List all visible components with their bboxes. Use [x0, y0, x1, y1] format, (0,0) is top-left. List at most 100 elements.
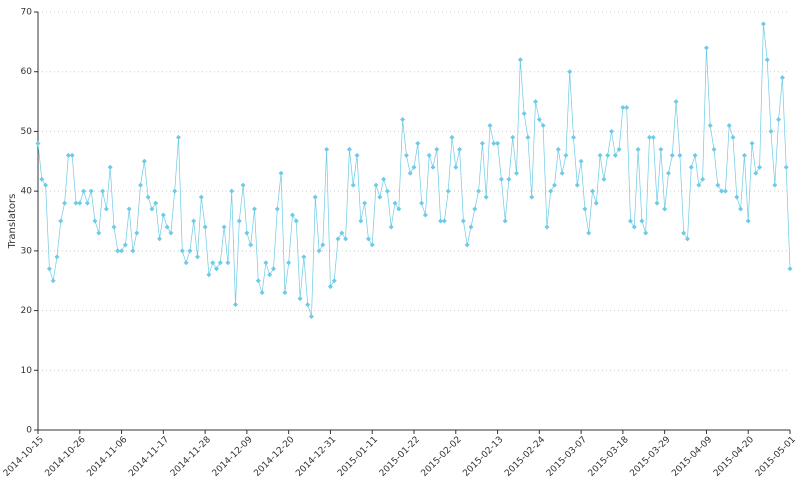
data-point	[381, 176, 387, 182]
data-point	[335, 236, 341, 242]
y-tick-label: 70	[21, 8, 33, 18]
data-point	[153, 200, 159, 206]
data-point	[411, 164, 417, 170]
data-point	[749, 140, 755, 146]
data-point	[696, 182, 702, 188]
data-point	[578, 158, 584, 164]
data-point	[217, 260, 223, 266]
data-point	[548, 188, 554, 194]
data-point	[293, 218, 299, 224]
data-point	[270, 266, 276, 272]
x-tick-label: 2015-04-09	[670, 435, 714, 479]
data-point	[627, 218, 633, 224]
data-point	[764, 57, 770, 63]
data-point	[172, 188, 178, 194]
y-tick-label: 50	[21, 127, 33, 137]
data-point	[616, 146, 622, 152]
y-axis-label: Translators	[7, 194, 18, 250]
data-point	[730, 134, 736, 140]
data-point	[232, 302, 238, 308]
data-point	[350, 182, 356, 188]
data-point	[571, 134, 577, 140]
data-point	[590, 188, 596, 194]
data-point	[529, 194, 535, 200]
data-point	[643, 230, 649, 236]
data-point	[373, 182, 379, 188]
x-tick-label: 2015-03-07	[545, 435, 589, 479]
data-point	[392, 200, 398, 206]
data-point	[236, 218, 242, 224]
data-point	[476, 188, 482, 194]
data-point	[472, 206, 478, 212]
data-point	[305, 302, 311, 308]
data-point	[745, 218, 751, 224]
data-point	[308, 314, 314, 320]
data-point	[426, 152, 432, 158]
y-tick-label: 10	[21, 366, 33, 376]
data-point	[635, 146, 641, 152]
data-point	[84, 200, 90, 206]
x-tick-label: 2014-12-31	[294, 435, 338, 479]
data-point	[138, 182, 144, 188]
data-point	[73, 200, 79, 206]
data-line	[37, 23, 791, 317]
data-point	[81, 188, 87, 194]
data-point	[757, 164, 763, 170]
data-point	[502, 218, 508, 224]
data-point	[229, 188, 235, 194]
data-point	[96, 230, 102, 236]
data-point	[684, 236, 690, 242]
data-point	[202, 224, 208, 230]
data-point	[286, 260, 292, 266]
data-point	[491, 140, 497, 146]
x-tick-label: 2015-02-02	[420, 435, 464, 479]
data-point	[122, 242, 128, 248]
data-point	[88, 188, 94, 194]
data-point	[134, 230, 140, 236]
data-point	[362, 200, 368, 206]
data-point	[100, 188, 106, 194]
x-tick-label: 2014-11-28	[169, 435, 213, 479]
data-point	[460, 218, 466, 224]
data-point	[377, 194, 383, 200]
data-point	[289, 212, 295, 218]
x-tick-label: 2015-01-22	[378, 435, 422, 479]
x-tick-label: 2015-02-24	[503, 435, 547, 479]
data-point	[540, 122, 546, 128]
data-point	[339, 230, 345, 236]
data-point	[514, 170, 520, 176]
data-point	[259, 290, 265, 296]
data-point	[453, 164, 459, 170]
data-point	[464, 242, 470, 248]
data-point	[601, 176, 607, 182]
data-point	[700, 176, 706, 182]
data-point	[715, 182, 721, 188]
data-point	[119, 248, 125, 254]
y-tick-label: 30	[21, 246, 33, 256]
data-point	[506, 176, 512, 182]
data-point	[103, 206, 109, 212]
data-point	[574, 182, 580, 188]
data-point	[559, 170, 565, 176]
data-point	[183, 260, 189, 266]
data-point	[677, 152, 683, 158]
data-point	[210, 260, 216, 266]
data-point	[240, 182, 246, 188]
data-point	[517, 57, 523, 63]
data-point	[327, 284, 333, 290]
data-point	[278, 170, 284, 176]
data-point	[620, 105, 626, 111]
data-point	[50, 278, 56, 284]
data-point	[692, 152, 698, 158]
data-point	[316, 248, 322, 254]
data-point	[244, 230, 250, 236]
data-point	[343, 236, 349, 242]
data-point	[688, 164, 694, 170]
data-point	[707, 122, 713, 128]
data-point	[407, 170, 413, 176]
data-point	[445, 188, 451, 194]
data-point	[403, 152, 409, 158]
data-point	[422, 212, 428, 218]
data-point	[734, 194, 740, 200]
